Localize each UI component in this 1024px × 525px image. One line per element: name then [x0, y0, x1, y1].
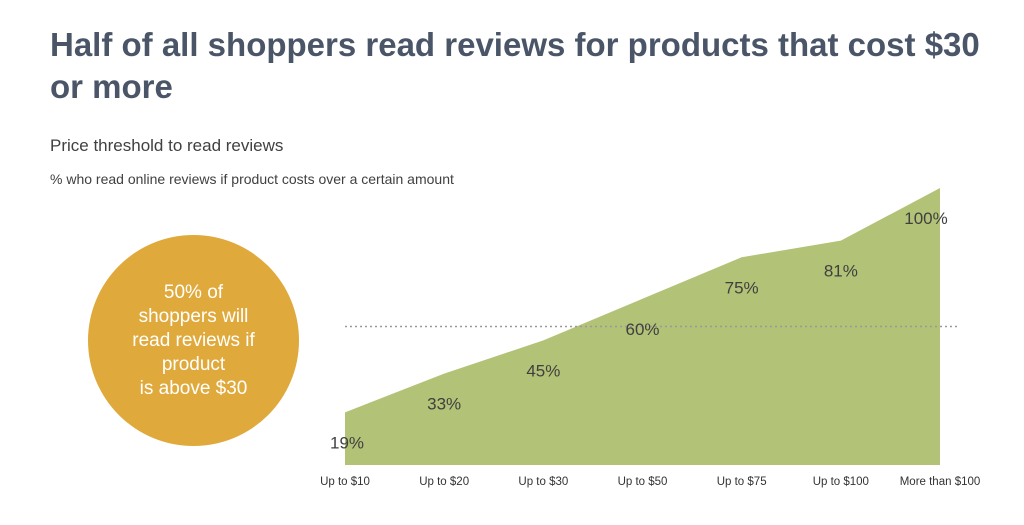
area-series: [345, 188, 940, 465]
x-tick-label: Up to $100: [813, 476, 869, 488]
x-tick-label: Up to $50: [618, 476, 668, 488]
callout-text: 50% of shoppers will read reviews if pro…: [132, 281, 255, 399]
data-label: 45%: [526, 361, 560, 380]
x-tick-label: Up to $75: [717, 476, 767, 488]
data-label: 75%: [725, 278, 759, 297]
data-label: 19%: [330, 433, 364, 452]
callout-circle: 50% of shoppers will read reviews if pro…: [88, 235, 299, 446]
data-label: 100%: [904, 209, 947, 228]
chart-title: Half of all shoppers read reviews for pr…: [50, 26, 980, 105]
x-tick-label: Up to $10: [320, 476, 370, 488]
data-label: 81%: [824, 262, 858, 281]
x-tick-label: Up to $20: [419, 476, 469, 488]
data-label: 60%: [625, 320, 659, 339]
x-tick-label: More than $100: [900, 476, 981, 488]
chart-caption: % who read online reviews if product cos…: [50, 171, 454, 187]
x-tick-label: Up to $30: [518, 476, 568, 488]
data-label: 33%: [427, 395, 461, 414]
chart-subtitle: Price threshold to read reviews: [50, 136, 284, 155]
